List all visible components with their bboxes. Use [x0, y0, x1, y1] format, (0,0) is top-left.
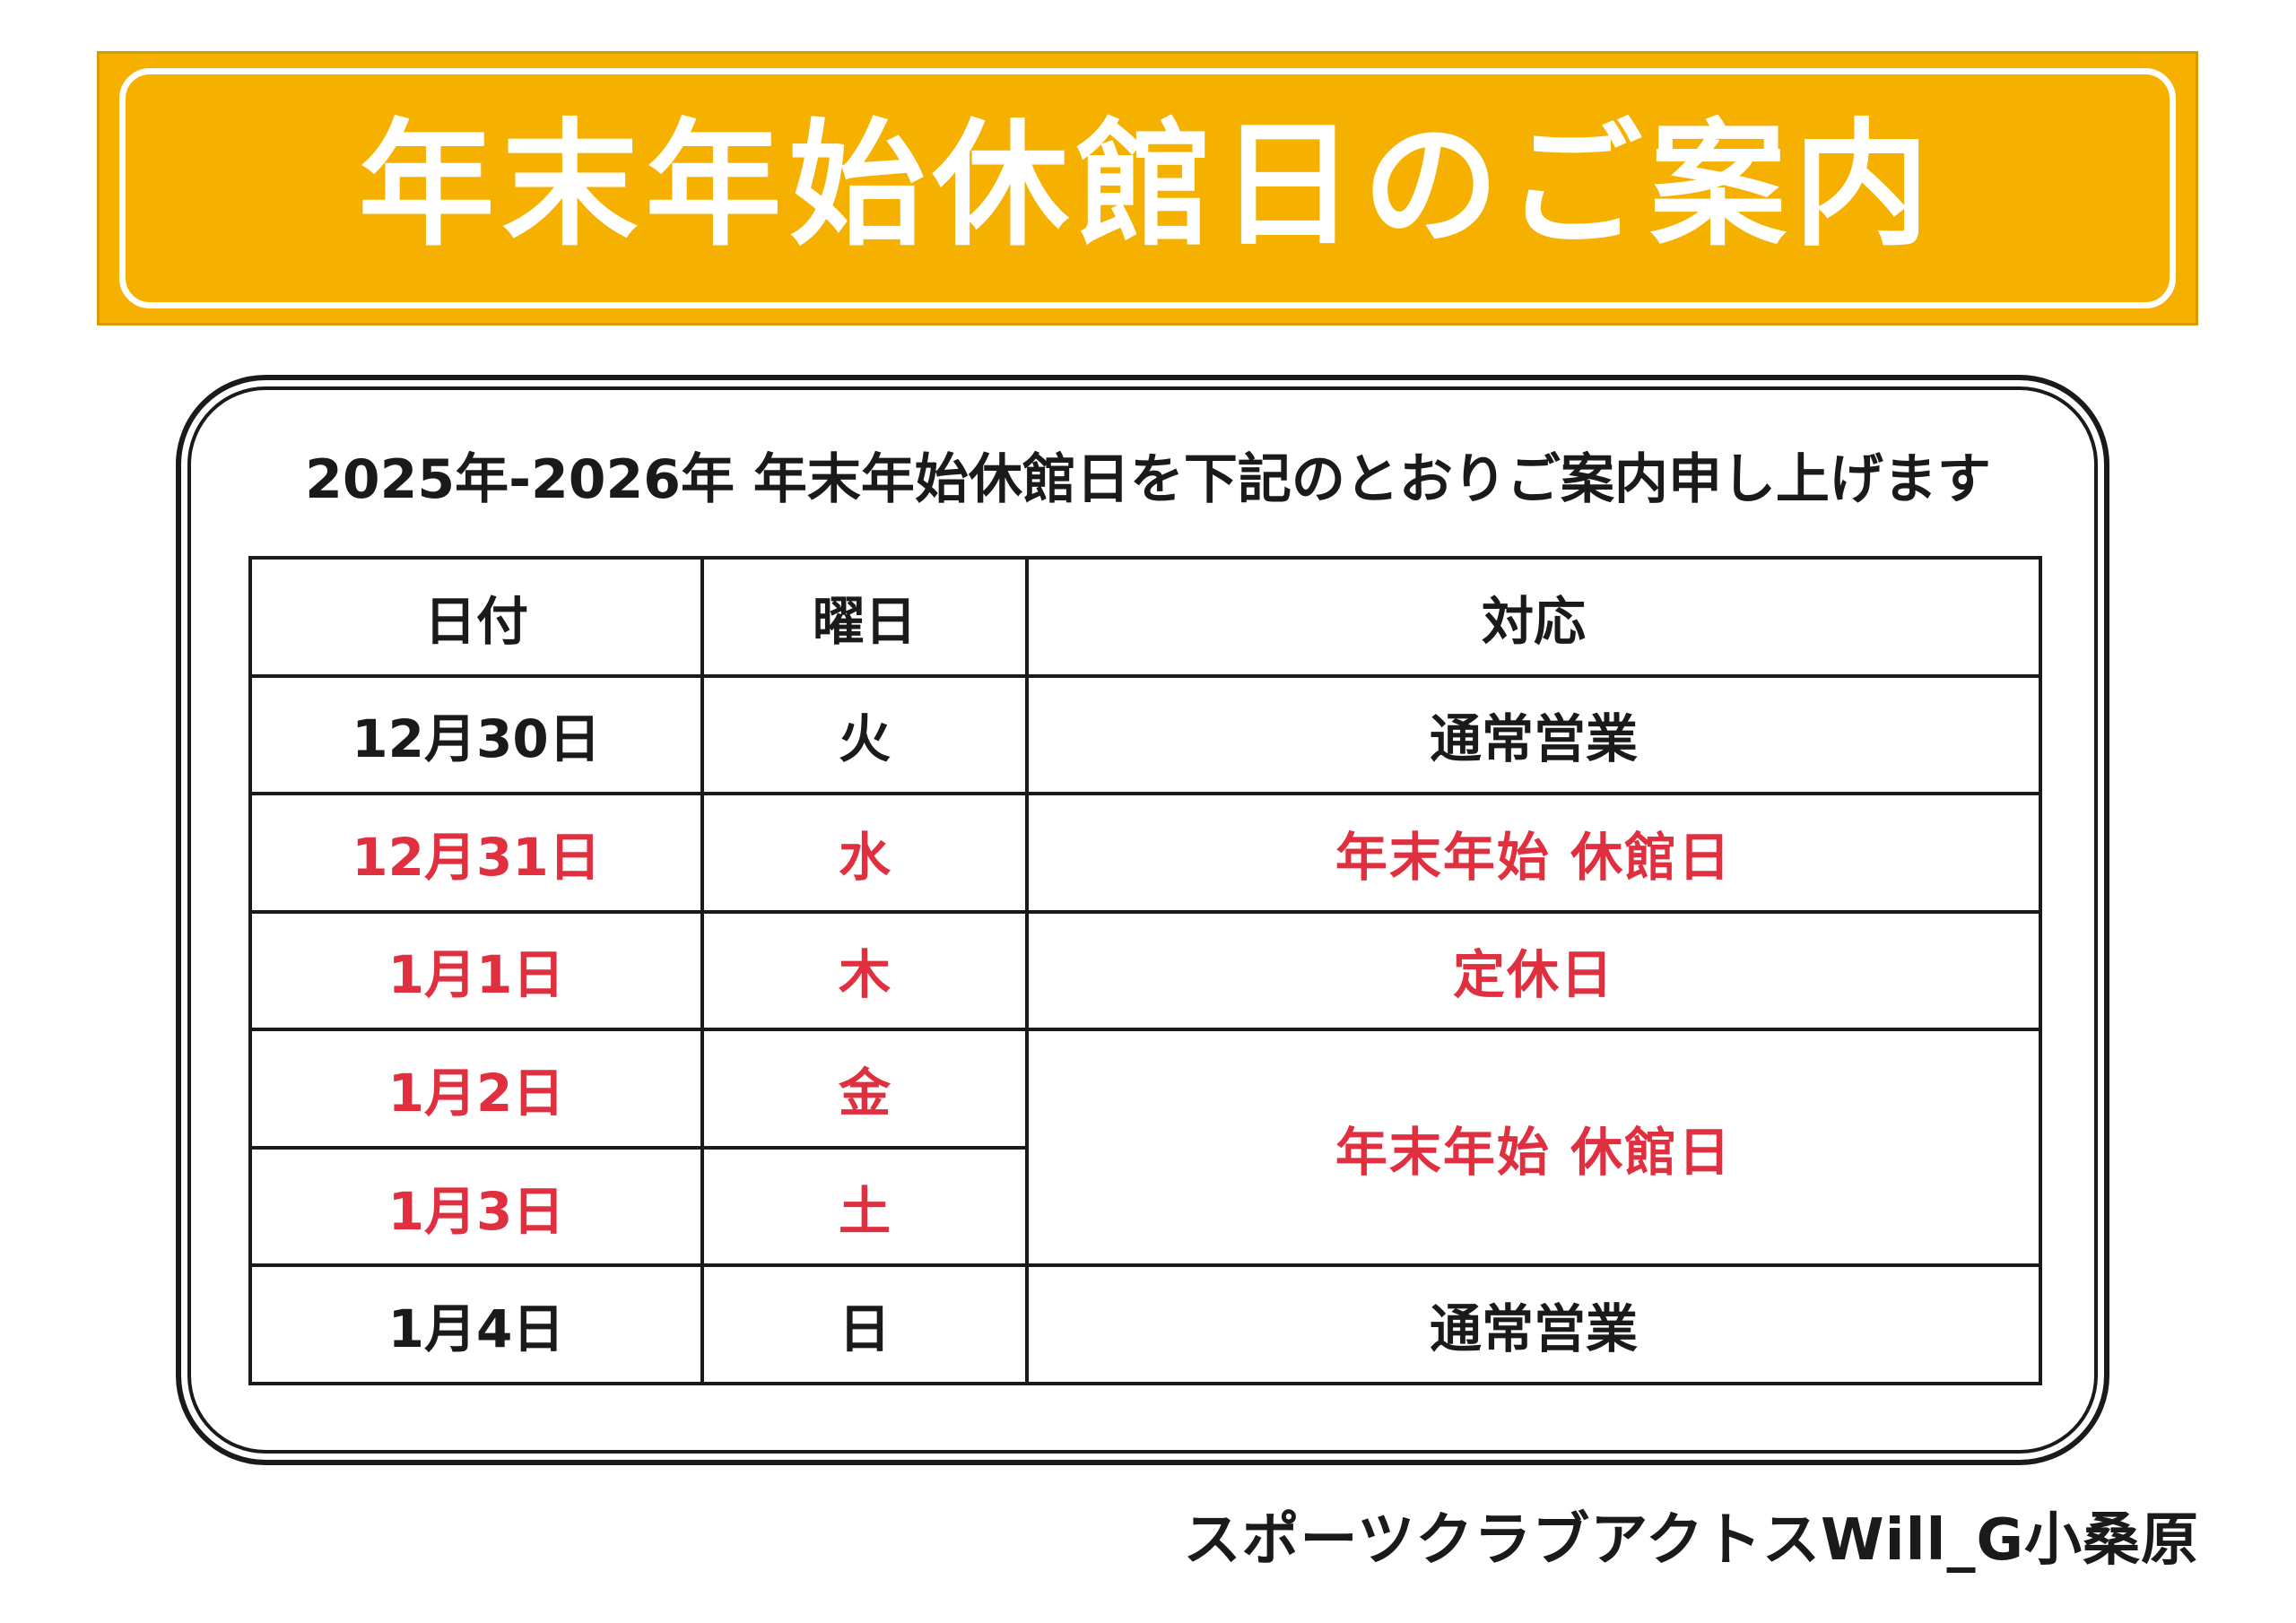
header-status: 対応 — [1025, 556, 2042, 678]
table-header-row: 日付 曜日 対応 — [248, 556, 2042, 678]
row-date: 1月2日 — [248, 1028, 704, 1150]
row-weekday: 土 — [700, 1145, 1029, 1268]
table-row: 12月30日 火 通常営業 — [248, 673, 2042, 796]
row-weekday: 木 — [700, 909, 1029, 1032]
header-weekday: 曜日 — [700, 556, 1029, 678]
table-row: 1月2日 金 年末年始 休館日 — [248, 1028, 2042, 1268]
title-banner: 年末年始休館日のご案内 — [97, 51, 2198, 325]
row-date: 1月3日 — [248, 1145, 704, 1268]
page-title: 年末年始休館日のご案内 — [358, 106, 1937, 265]
row-date: 1月1日 — [248, 909, 704, 1032]
row-date: 1月4日 — [248, 1263, 704, 1385]
header-date: 日付 — [248, 556, 704, 678]
organization-name: スポーツクラブアクトスWill_G小桑原 — [1183, 1507, 2199, 1574]
notice-frame — [176, 375, 2109, 1465]
row-weekday: 水 — [700, 792, 1029, 914]
holiday-schedule-table: 日付 曜日 対応 12月30日 火 通常営業 12月31日 水 年末年始 休館日… — [248, 556, 2042, 1385]
row-weekday: 火 — [700, 673, 1029, 796]
row-weekday: 日 — [700, 1263, 1029, 1385]
row-status: 定休日 — [1025, 909, 2042, 1032]
row-weekday: 金 — [700, 1028, 1029, 1150]
row-status-merged: 年末年始 休館日 — [1025, 1028, 2042, 1268]
row-date: 12月30日 — [248, 673, 704, 796]
row-status: 年末年始 休館日 — [1025, 792, 2042, 914]
table-row: 12月31日 水 年末年始 休館日 — [248, 792, 2042, 914]
row-status: 通常営業 — [1025, 1263, 2042, 1385]
title-banner-inner-border: 年末年始休館日のご案内 — [119, 68, 2176, 308]
table-row: 1月3日 土 — [248, 1145, 2040, 1268]
table-row: 1月4日 日 通常営業 — [248, 1263, 2042, 1385]
row-status: 通常営業 — [1025, 673, 2042, 796]
table-row: 1月1日 木 定休日 — [248, 909, 2042, 1032]
notice-subtitle: 2025年-2026年 年末年始休館日を下記のとおりご案内申し上げます — [305, 448, 1991, 511]
row-date: 12月31日 — [248, 792, 704, 914]
